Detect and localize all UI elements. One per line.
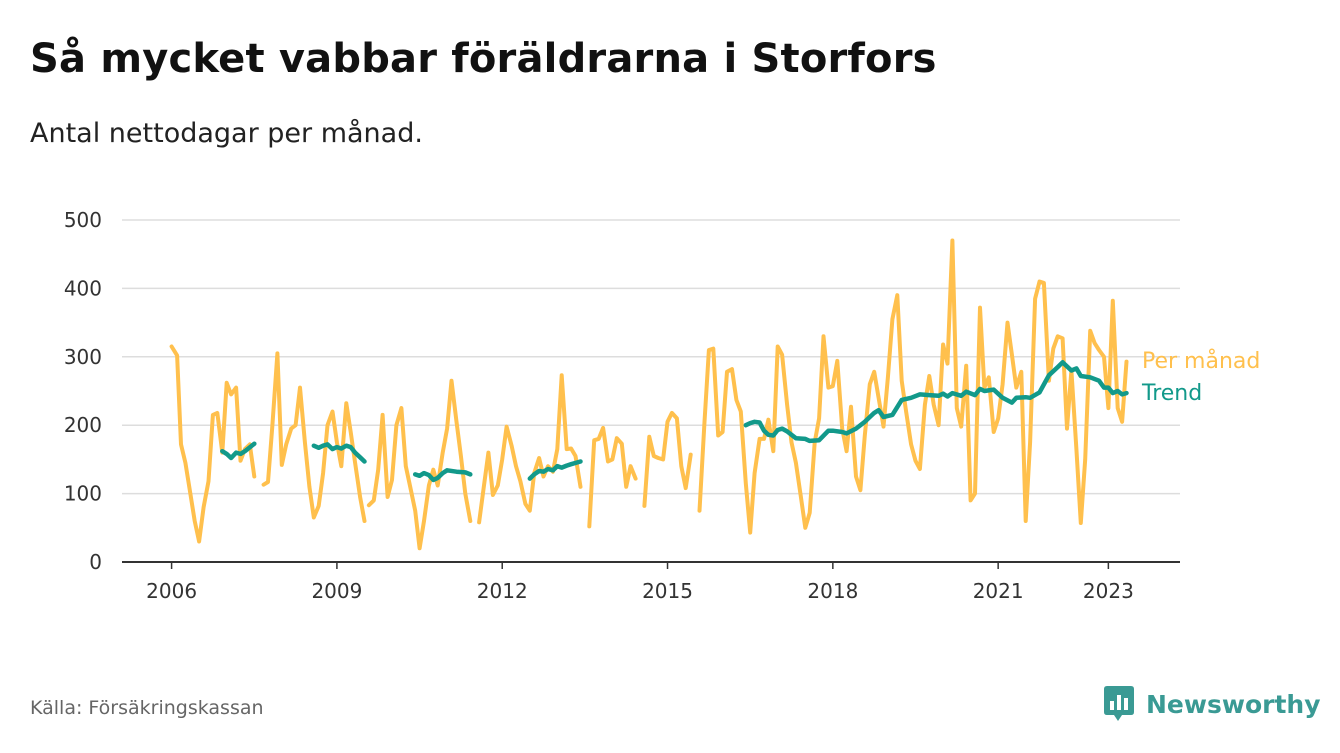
y-tick-label: 100 <box>64 482 102 506</box>
series-line-segment <box>527 459 583 481</box>
series <box>169 238 1129 551</box>
x-tick-label: 2015 <box>642 579 693 603</box>
series-line-segment <box>311 442 367 464</box>
series-label-per-manad: Per månad <box>1142 348 1260 374</box>
series-trend <box>220 360 1129 483</box>
series-labels: Per månad Trend <box>1141 348 1260 406</box>
x-tick-label: 2023 <box>1083 579 1134 603</box>
series-label-trend: Trend <box>1141 381 1202 406</box>
y-tick-label: 500 <box>64 208 102 232</box>
brand-logo[interactable]: Newsworthy <box>1102 684 1321 724</box>
axes: 0 100 200 300 400 500 2006 2009 2012 2015 2018 2021… <box>64 208 1180 603</box>
y-tick-label: 200 <box>64 413 102 437</box>
x-tick-label: 2021 <box>973 579 1024 603</box>
series-line-segment <box>366 378 473 551</box>
series-line-segment <box>477 373 583 525</box>
y-tick-label: 300 <box>64 345 102 369</box>
series-line-segment <box>169 344 257 544</box>
y-tick-label: 400 <box>64 276 102 300</box>
series-line-segment <box>697 238 1129 535</box>
x-tick-label: 2012 <box>477 579 528 603</box>
source-credit: Källa: Försäkringskassan <box>30 697 264 719</box>
series-line-segment <box>743 360 1129 444</box>
brand-name: Newsworthy <box>1146 689 1321 719</box>
series-line-segment <box>412 468 473 483</box>
x-tick-label: 2006 <box>146 579 197 603</box>
series-line-segment <box>587 425 638 529</box>
y-tick-label: 0 <box>89 550 102 574</box>
x-tick-label: 2018 <box>807 579 858 603</box>
series-line-segment <box>642 410 693 508</box>
chart-title: Så mycket vabbar föräldrarna i Storfors <box>30 36 937 82</box>
chart-subtitle: Antal nettodagar per månad. <box>30 118 423 149</box>
x-tick-label: 2009 <box>311 579 362 603</box>
series-line-segment <box>220 441 257 461</box>
newsworthy-logo-icon <box>1104 686 1134 721</box>
series-line-segment <box>261 351 367 523</box>
series-per-manad <box>169 238 1129 551</box>
